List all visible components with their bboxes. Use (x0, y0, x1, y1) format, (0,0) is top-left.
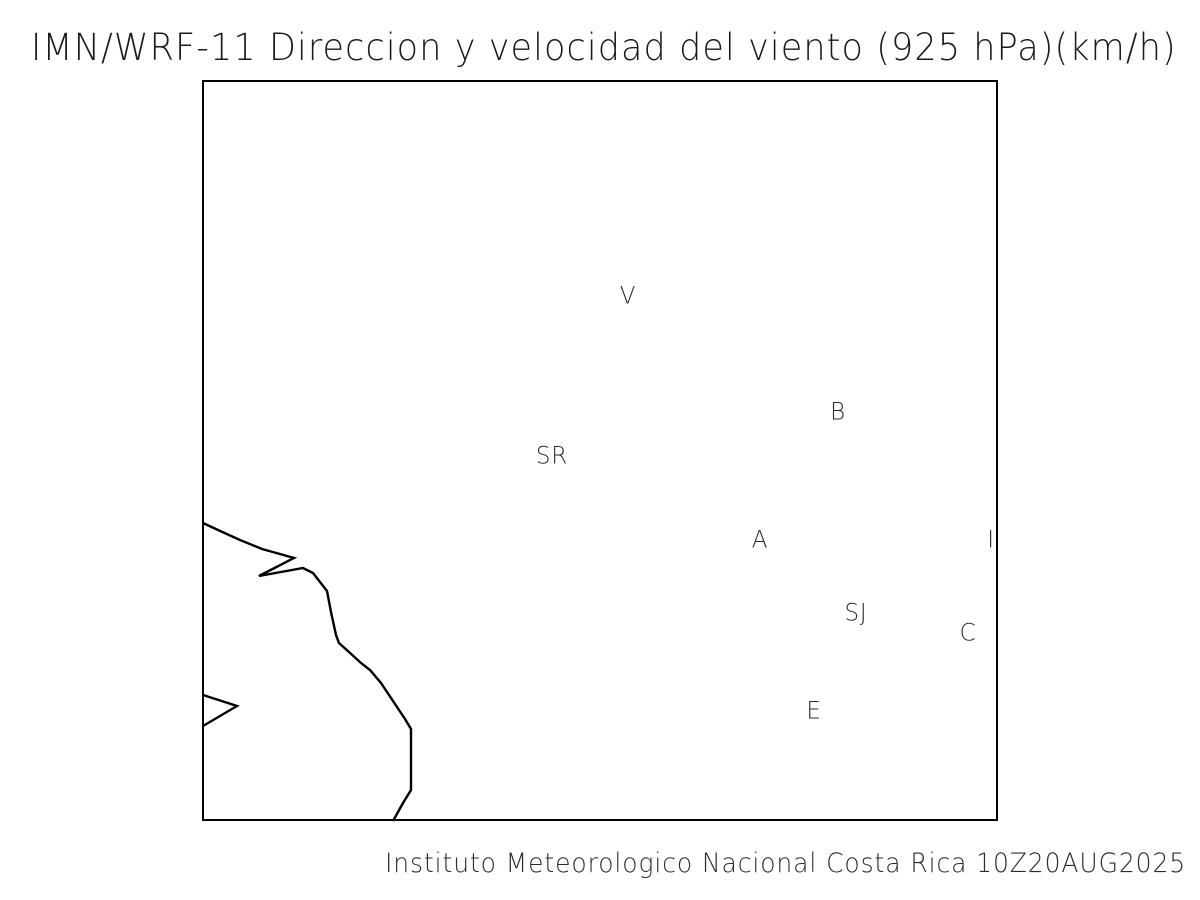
station-label-v: V (619, 282, 637, 310)
map-frame (202, 80, 998, 821)
station-label-a: A (751, 526, 769, 554)
station-label-b: B (830, 398, 846, 426)
footer-credit: Instituto Meteorologico Nacional Costa R… (385, 848, 1187, 879)
station-label-c: C (959, 619, 977, 647)
station-label-i: I (987, 526, 995, 554)
station-label-sr: SR (535, 442, 569, 470)
station-label-e: E (806, 697, 822, 725)
page-title: IMN/WRF-11 Direccion y velocidad del vie… (31, 27, 1177, 70)
station-label-sj: SJ (844, 599, 868, 627)
